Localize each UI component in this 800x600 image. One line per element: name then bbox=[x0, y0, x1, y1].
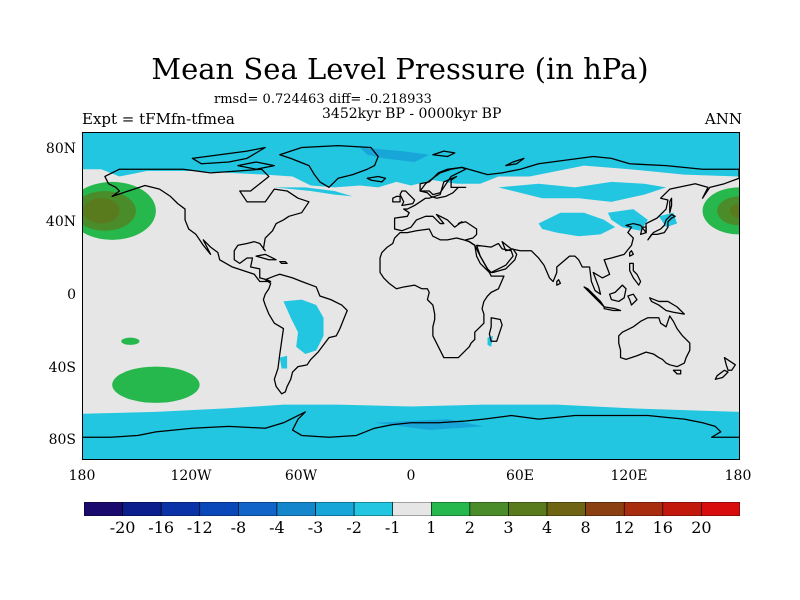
lon-label-120w: 120W bbox=[170, 468, 212, 484]
colorbar-label: 2 bbox=[464, 518, 475, 537]
lat-label-80n: 80N bbox=[45, 141, 76, 157]
colorbar-label: 16 bbox=[652, 518, 673, 537]
season-label: ANN bbox=[704, 110, 742, 128]
colorbar-swatch bbox=[469, 502, 509, 516]
colorbar-swatch bbox=[623, 502, 664, 516]
coast-svalbard-novaya bbox=[432, 150, 525, 167]
stats-text: rmsd= 0.724463 diff= -0.218933 bbox=[214, 92, 432, 107]
coast-south-america bbox=[262, 273, 348, 395]
colorbar-label: -4 bbox=[269, 518, 285, 537]
colorbar-label: -20 bbox=[109, 518, 136, 537]
colorbar-label: 20 bbox=[691, 518, 712, 537]
anomaly-central-asia bbox=[538, 212, 616, 237]
colorbar-swatch bbox=[662, 502, 702, 516]
coast-japan bbox=[647, 213, 676, 241]
colorbar-label: 3 bbox=[503, 518, 514, 537]
colorbar-swatch bbox=[392, 502, 432, 516]
coast-north-america bbox=[104, 168, 310, 283]
anomaly-southern-ocean bbox=[83, 404, 739, 459]
colorbar-label: -8 bbox=[230, 518, 247, 537]
coast-africa bbox=[379, 228, 505, 359]
lat-label-40n: 40N bbox=[45, 214, 76, 230]
colorbar-swatch bbox=[199, 502, 239, 516]
colorbar-swatch bbox=[508, 502, 548, 516]
coast-australia bbox=[618, 315, 691, 368]
colorbar-swatch bbox=[238, 502, 278, 516]
coast-new-zealand bbox=[714, 356, 736, 380]
map-canvas bbox=[83, 133, 739, 459]
colorbar-label: -1 bbox=[384, 518, 401, 537]
coast-indonesia bbox=[583, 284, 685, 315]
lon-label-60e: 60E bbox=[505, 468, 535, 484]
period-label: 3452kyr BP - 0000kyr BP bbox=[322, 106, 502, 122]
anomaly-dateline-west-core bbox=[717, 196, 739, 226]
colorbar bbox=[84, 502, 740, 516]
lon-label-0: 0 bbox=[406, 468, 416, 484]
lon-label-120e: 120E bbox=[610, 468, 648, 484]
colorbar-swatches bbox=[84, 502, 740, 516]
lat-label-0: 0 bbox=[67, 287, 76, 303]
coast-korea-sakhalin bbox=[639, 197, 673, 236]
chart-title: Mean Sea Level Pressure (in hPa) bbox=[151, 52, 649, 86]
colorbar-swatch bbox=[430, 502, 471, 516]
anomaly-east-asia bbox=[607, 209, 648, 231]
colorbar-label: 4 bbox=[542, 518, 553, 537]
anomaly-central-asia-north bbox=[498, 181, 667, 202]
colorbar-label: 8 bbox=[580, 518, 591, 537]
colorbar-label: -3 bbox=[307, 518, 324, 537]
coast-greenland bbox=[279, 145, 379, 188]
anomaly-greenland-strong bbox=[359, 147, 430, 162]
colorbar-swatch bbox=[315, 502, 355, 516]
coastlines bbox=[83, 145, 739, 438]
colorbar-label: 12 bbox=[614, 518, 635, 537]
coast-antarctica bbox=[83, 411, 739, 438]
lon-label-180w: 180 bbox=[68, 468, 96, 484]
colorbar-swatch bbox=[585, 502, 625, 516]
colorbar-swatch bbox=[546, 502, 586, 516]
coast-scandinavia bbox=[419, 166, 467, 196]
coast-caribbean bbox=[255, 253, 288, 265]
anomaly-east-asia-small bbox=[658, 212, 678, 228]
anomaly-chile bbox=[279, 355, 288, 369]
anomaly-north-pacific-center bbox=[83, 198, 120, 224]
coast-madagascar bbox=[488, 317, 503, 342]
lon-label-60w: 60W bbox=[284, 468, 318, 484]
lat-label-80s: 80S bbox=[48, 432, 76, 448]
colorbar-swatch bbox=[276, 502, 316, 516]
coast-tasmania bbox=[672, 369, 682, 375]
anomaly-tropical-pacific bbox=[121, 337, 140, 345]
anomaly-dateline-west-center bbox=[729, 203, 739, 219]
lat-label-40s: 40S bbox=[48, 360, 76, 376]
anomaly-north-atlantic bbox=[274, 187, 353, 197]
anomaly-madagascar bbox=[487, 335, 493, 347]
lon-label-180e: 180 bbox=[724, 468, 752, 484]
coast-arabia bbox=[475, 242, 514, 274]
colorbar-swatch bbox=[122, 502, 162, 516]
colorbar-swatch bbox=[353, 502, 394, 516]
map-panel bbox=[82, 132, 740, 460]
anomaly-south-pacific bbox=[112, 366, 200, 403]
colorbar-label: 1 bbox=[426, 518, 437, 537]
coast-uk bbox=[392, 190, 416, 207]
experiment-label: Expt = tFMfn-tfmea bbox=[82, 110, 235, 128]
coast-iceland bbox=[366, 175, 387, 183]
colorbar-swatch bbox=[701, 502, 740, 516]
colorbar-label: -16 bbox=[148, 518, 175, 537]
coast-sri-lanka-taiwan bbox=[556, 250, 634, 286]
colorbar-label: -12 bbox=[186, 518, 213, 537]
colorbar-label: -2 bbox=[346, 518, 362, 537]
colorbar-swatch bbox=[84, 502, 123, 516]
anomaly-south-america bbox=[283, 299, 324, 354]
coast-philippines bbox=[629, 262, 642, 286]
coast-arctic-islands bbox=[191, 146, 275, 170]
colorbar-swatch bbox=[160, 502, 201, 516]
